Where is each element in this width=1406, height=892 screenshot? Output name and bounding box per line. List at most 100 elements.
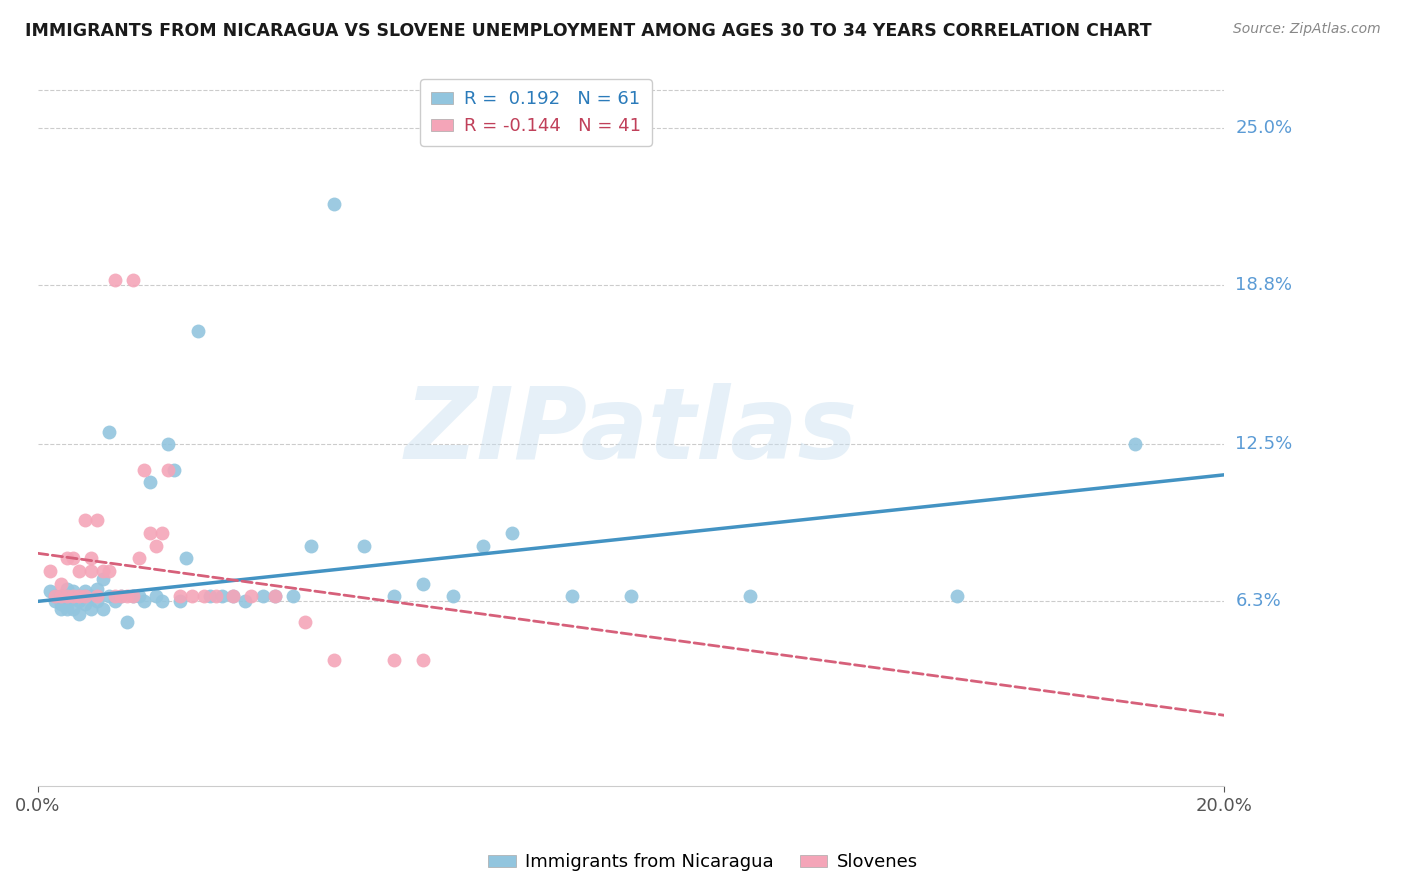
Point <box>62 551 84 566</box>
Point <box>75 513 97 527</box>
Point <box>620 590 643 604</box>
Point <box>75 590 97 604</box>
Point <box>104 273 127 287</box>
Point <box>252 590 274 604</box>
Point <box>264 590 287 604</box>
Point <box>412 576 434 591</box>
Point <box>222 590 245 604</box>
Point <box>110 590 132 604</box>
Point <box>51 590 73 604</box>
Point <box>501 526 523 541</box>
Point <box>91 564 114 578</box>
Point <box>222 590 245 604</box>
Text: Source: ZipAtlas.com: Source: ZipAtlas.com <box>1233 22 1381 37</box>
Point <box>181 590 204 604</box>
Point <box>115 590 138 604</box>
Point <box>169 594 191 608</box>
Point <box>134 594 156 608</box>
Point <box>80 602 103 616</box>
Point <box>121 590 143 604</box>
Point <box>121 590 143 604</box>
Point <box>163 463 186 477</box>
Point <box>198 590 221 604</box>
Point <box>51 597 73 611</box>
Legend: R =  0.192   N = 61, R = -0.144   N = 41: R = 0.192 N = 61, R = -0.144 N = 41 <box>420 79 651 146</box>
Point <box>169 590 191 604</box>
Point <box>62 591 84 606</box>
Point <box>233 594 256 608</box>
Point <box>67 594 90 608</box>
Text: IMMIGRANTS FROM NICARAGUA VS SLOVENE UNEMPLOYMENT AMONG AGES 30 TO 34 YEARS CORR: IMMIGRANTS FROM NICARAGUA VS SLOVENE UNE… <box>25 22 1152 40</box>
Point <box>240 590 263 604</box>
Point <box>67 590 90 604</box>
Point <box>62 590 84 604</box>
Point <box>86 590 108 604</box>
Point <box>97 425 120 439</box>
Point <box>91 602 114 616</box>
Point <box>86 513 108 527</box>
Point <box>323 197 346 211</box>
Point <box>441 590 464 604</box>
Point <box>1123 437 1146 451</box>
Point <box>128 590 150 604</box>
Point <box>75 590 97 604</box>
Point <box>86 582 108 596</box>
Point <box>946 590 969 604</box>
Point <box>353 539 375 553</box>
Point <box>91 572 114 586</box>
Point <box>134 463 156 477</box>
Point <box>193 590 215 604</box>
Point <box>75 584 97 599</box>
Point <box>157 437 180 451</box>
Text: 6.3%: 6.3% <box>1236 592 1281 610</box>
Point <box>157 463 180 477</box>
Point <box>264 590 287 604</box>
Point <box>187 324 209 338</box>
Point <box>382 652 405 666</box>
Point <box>150 526 173 541</box>
Point <box>44 590 66 604</box>
Point <box>67 590 90 604</box>
Point <box>110 590 132 604</box>
Point <box>561 590 583 604</box>
Point <box>38 564 60 578</box>
Point <box>56 551 79 566</box>
Point <box>80 551 103 566</box>
Point <box>412 652 434 666</box>
Point <box>382 590 405 604</box>
Point <box>174 551 197 566</box>
Point <box>56 582 79 596</box>
Point <box>51 602 73 616</box>
Point <box>38 584 60 599</box>
Point <box>67 607 90 621</box>
Legend: Immigrants from Nicaragua, Slovenes: Immigrants from Nicaragua, Slovenes <box>481 847 925 879</box>
Point <box>139 526 162 541</box>
Point <box>139 475 162 490</box>
Text: 18.8%: 18.8% <box>1236 276 1292 294</box>
Point <box>56 594 79 608</box>
Point <box>471 539 494 553</box>
Point <box>104 590 127 604</box>
Text: 12.5%: 12.5% <box>1236 435 1292 453</box>
Text: 25.0%: 25.0% <box>1236 119 1292 137</box>
Point <box>128 551 150 566</box>
Point <box>150 594 173 608</box>
Point <box>145 590 167 604</box>
Point <box>80 564 103 578</box>
Point <box>97 564 120 578</box>
Point <box>204 590 226 604</box>
Point <box>67 564 90 578</box>
Text: ZIPatlas: ZIPatlas <box>405 384 858 480</box>
Point <box>121 273 143 287</box>
Point <box>145 539 167 553</box>
Point <box>51 576 73 591</box>
Point <box>51 590 73 604</box>
Point <box>56 590 79 604</box>
Point <box>44 590 66 604</box>
Point <box>86 594 108 608</box>
Point <box>80 590 103 604</box>
Point <box>62 584 84 599</box>
Point <box>294 615 316 629</box>
Point <box>299 539 322 553</box>
Point <box>211 590 233 604</box>
